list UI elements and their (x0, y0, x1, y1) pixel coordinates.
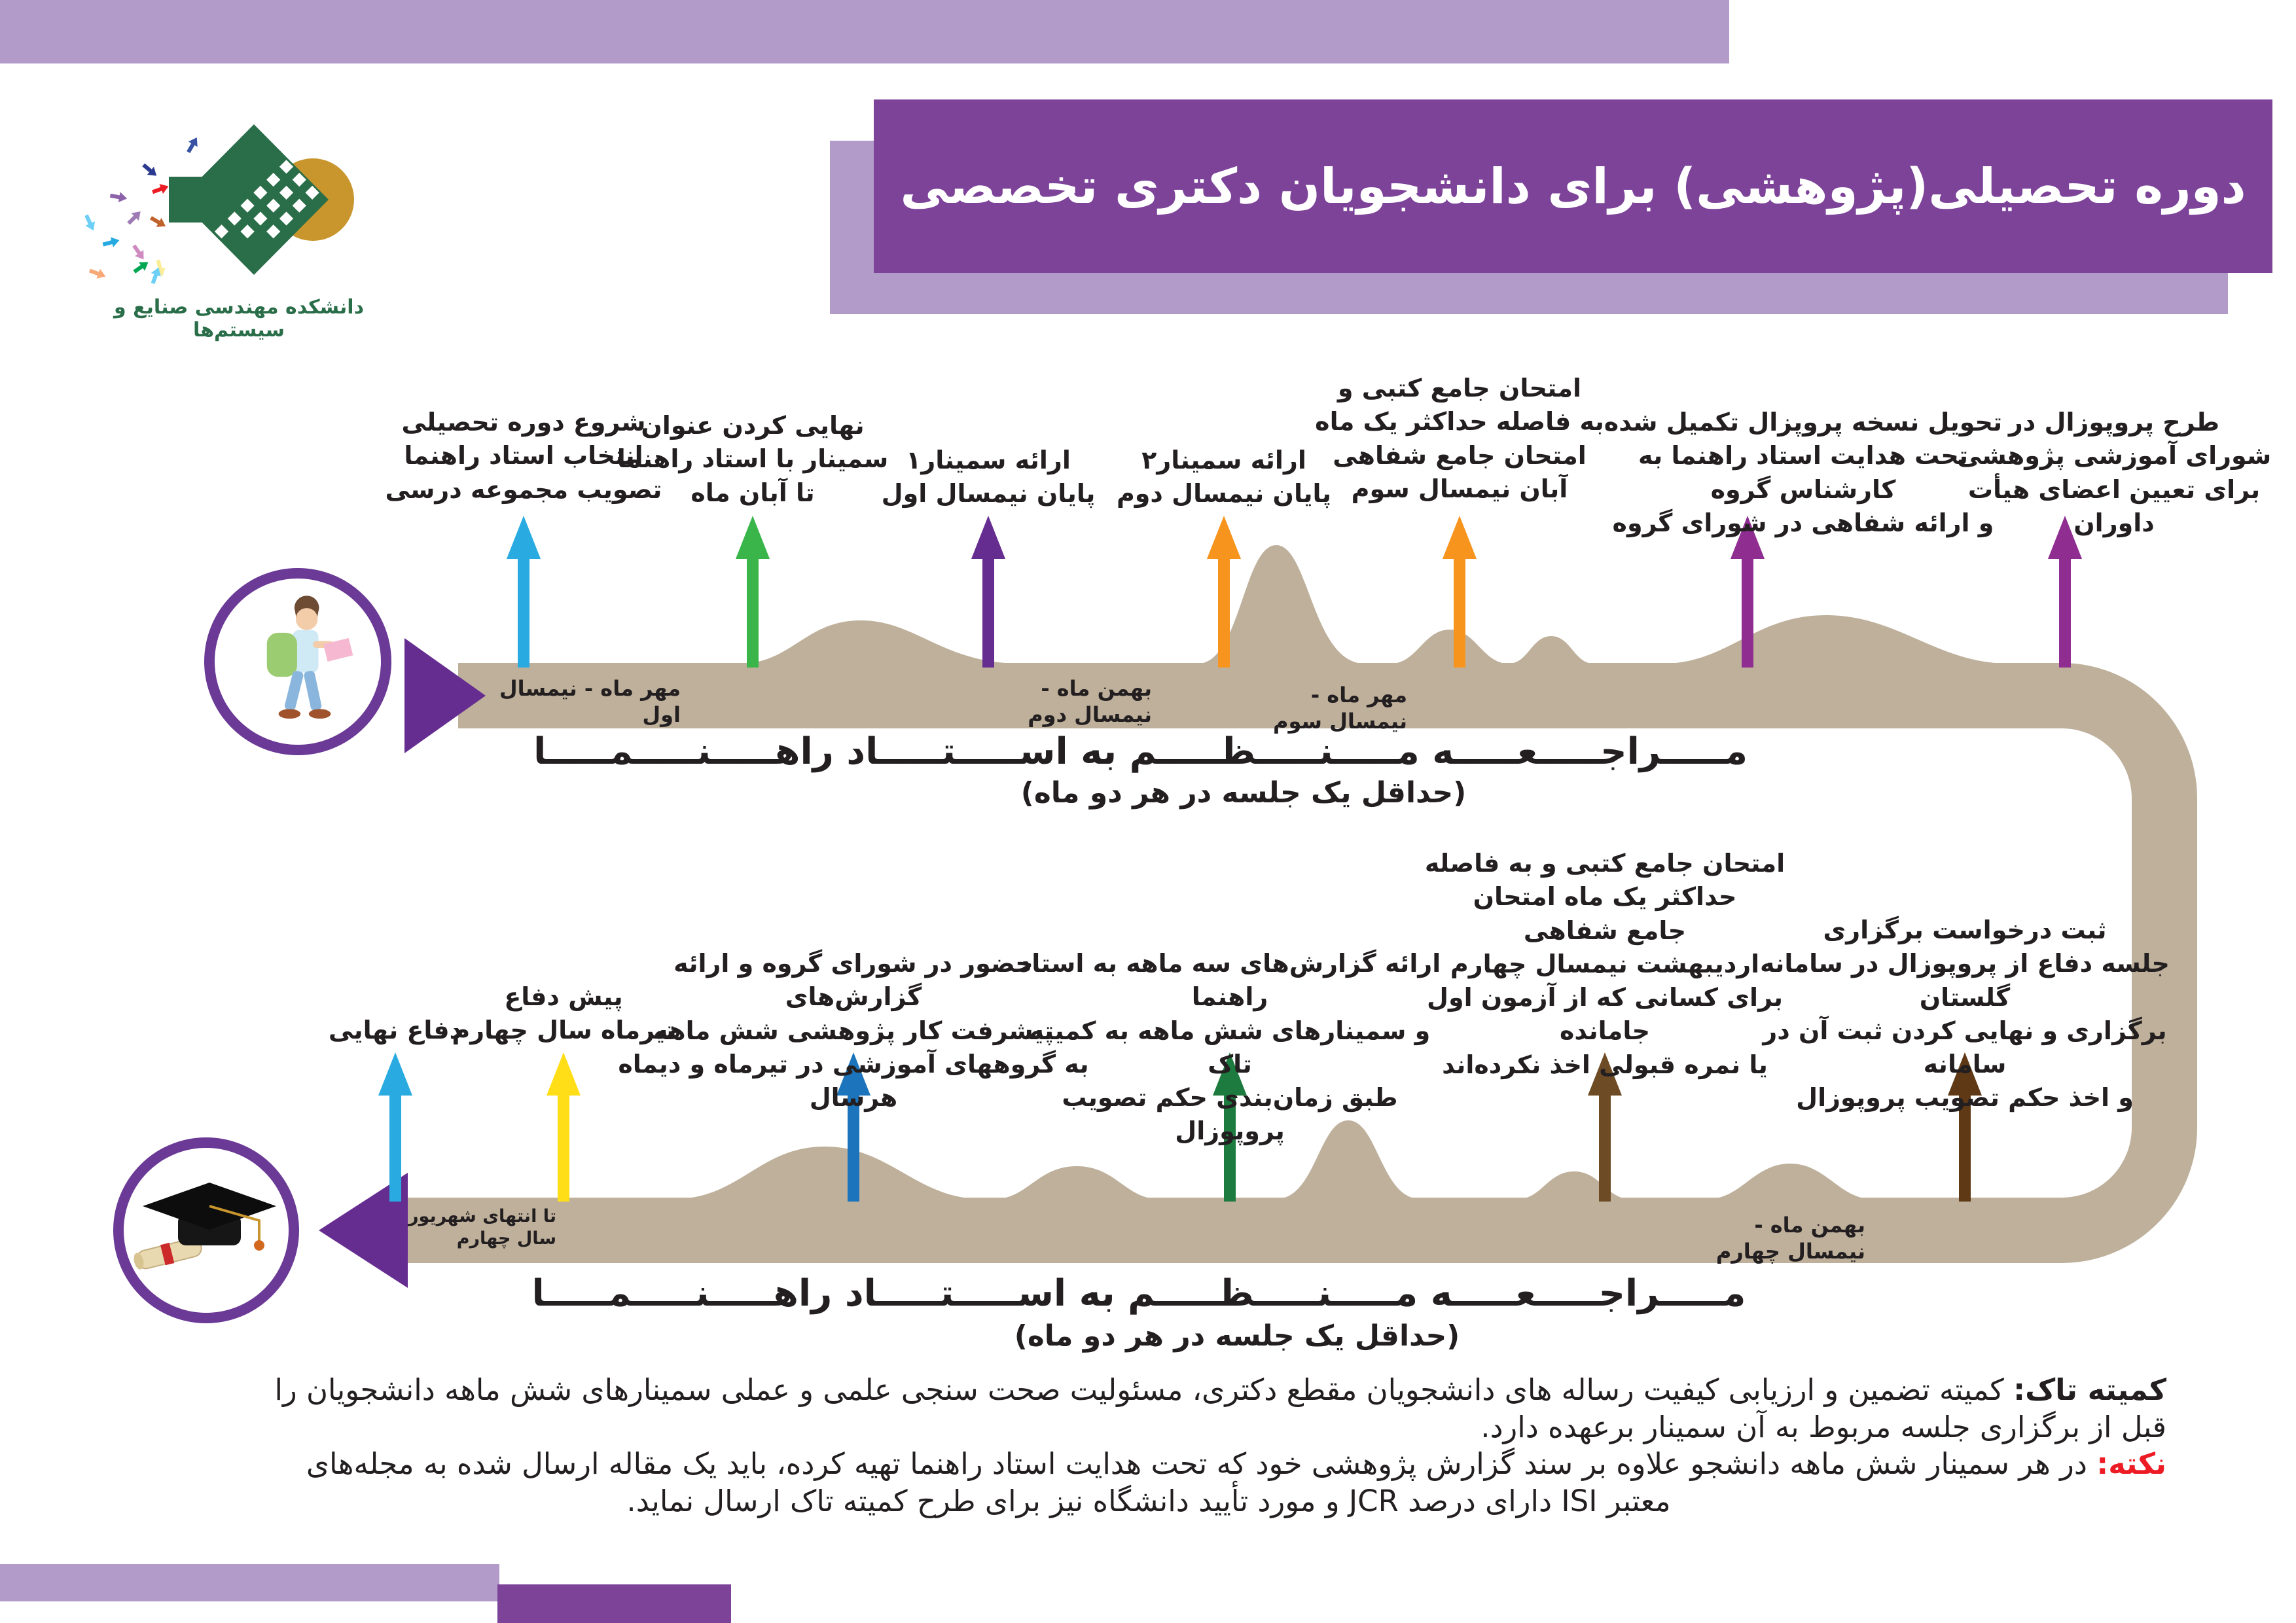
graduation-cap-icon (134, 1182, 276, 1270)
page-title: دوره تحصیلی(پژوهشی) برای دانشجویان دکتری… (900, 158, 2246, 215)
milestone-arrow (2048, 516, 2082, 668)
milestone-label: تحویل نسخه پروپزال تکمیل شده تحت هدایت ا… (1604, 408, 2003, 537)
period-label: بهمن ماه - نیمسال دوم (1028, 676, 1152, 727)
period-label: مهر ماه - نیمسال اول (499, 676, 681, 727)
milestone-label: ارائه سمینار۲ پایان نیمسال دوم (1116, 446, 1332, 508)
logo-green-square (169, 177, 217, 223)
regular-visits-caption: مـــــراجـــــعـــــه مـــــنـــــظـــــ… (533, 730, 1748, 773)
visits-frequency-note: (حداقل یک جلسه در هر دو ماه) (1020, 776, 1467, 810)
milestone-arrow (1443, 516, 1477, 668)
visits-frequency-note: (حداقل یک جلسه در هر دو ماه) (1014, 1319, 1460, 1353)
milestone-label: امتحان جامع کتبی و به فاصله حداکثر یک ما… (1424, 849, 1785, 1079)
logo-arrow-cluster (85, 137, 198, 285)
milestone-label: طرح پروپوزال در شورای آموزشی پژوهشی برای… (1956, 408, 2272, 537)
milestone-arrow (1207, 516, 1241, 668)
logo-caption: دانشکده مهندسی صنایع و سیستم‌ها (113, 296, 364, 342)
milestone-label: ارائه سمینار۱ پایان نیمسال اول (881, 446, 1096, 508)
milestone-label: شروع دوره تحصیلی انتخاب استاد راهنما تصو… (385, 408, 662, 504)
milestone-arrow (507, 516, 541, 668)
end-arrowhead-icon (319, 1173, 408, 1288)
milestone-arrow (1213, 1052, 1247, 1202)
footer-purple-bar (497, 1584, 731, 1623)
milestone-label: پیش دفاع تیرماه سال چهارم (452, 982, 675, 1045)
logo-green-diamond (179, 124, 329, 275)
student-icon (266, 596, 353, 719)
period-label: مهر ماه - نیمسال سوم (1273, 683, 1407, 734)
faculty-logo (85, 124, 354, 285)
note-label: نکته: (2096, 1446, 2166, 1482)
title-banner: دوره تحصیلی(پژوهشی) برای دانشجویان دکتری… (874, 99, 2272, 273)
milestone-arrow (1588, 1052, 1622, 1202)
note-line2: معتبر ISI دارای درصد JCR و مورد تأیید دا… (626, 1484, 1671, 1519)
note-line1: نکته: در هر سمینار شش ماهه دانشجو علاوه … (306, 1446, 2166, 1482)
footer-lavender-bar (0, 1564, 499, 1601)
student-node (204, 568, 391, 755)
graduation-node (113, 1137, 299, 1323)
milestone-label: دفاع نهایی (328, 1016, 463, 1044)
regular-visits-caption: مـــــراجـــــعـــــه مـــــنـــــظـــــ… (531, 1272, 1746, 1315)
milestone-label: ارائه گزارش‌های سه ماهه به استاد راهنما … (1018, 949, 1441, 1146)
period-label: بهمن ماه - نیمسال چهارم (1715, 1213, 1865, 1264)
milestone-label: نهایی کردن عنوان سمینار با استاد راهنما … (617, 411, 889, 507)
tak-committee-line1: کمیته تاک: کمیته تضمین و ارزیابی کیفیت ر… (274, 1372, 2166, 1407)
terrain-hills (674, 545, 2009, 1199)
milestone-label: ثبت درخواست برگزاری جلسه دفاع از پروپوزا… (1760, 916, 2170, 1113)
milestone-arrow (1948, 1052, 1982, 1202)
road-path (380, 663, 2197, 1263)
milestone-label: حضور در شورای گروه و ارائه گزارش‌های پیش… (618, 949, 1089, 1113)
top-lavender-bar (0, 0, 1729, 63)
milestone-arrow (1731, 516, 1765, 668)
milestone-arrow (736, 516, 770, 668)
tak-committee-line2: قبل از برگزاری جلسه مربوط به آن سمینار ب… (1480, 1409, 2166, 1444)
tak-committee-label: کمیته تاک: (2013, 1372, 2166, 1407)
milestone-arrow (971, 516, 1005, 668)
milestone-arrow (836, 1052, 870, 1202)
milestone-arrow (378, 1052, 412, 1202)
start-arrowhead-icon (404, 638, 486, 753)
footer-notes: کمیته تاک: کمیته تضمین و ارزیابی کیفیت ر… (131, 1372, 2166, 1520)
milestone-label: امتحان جامع کتبی و به فاصله حداکثر یک ما… (1315, 374, 1604, 503)
milestone-arrow (547, 1052, 581, 1202)
period-label: تا انتهای شهریور سال چهارم (408, 1206, 556, 1249)
